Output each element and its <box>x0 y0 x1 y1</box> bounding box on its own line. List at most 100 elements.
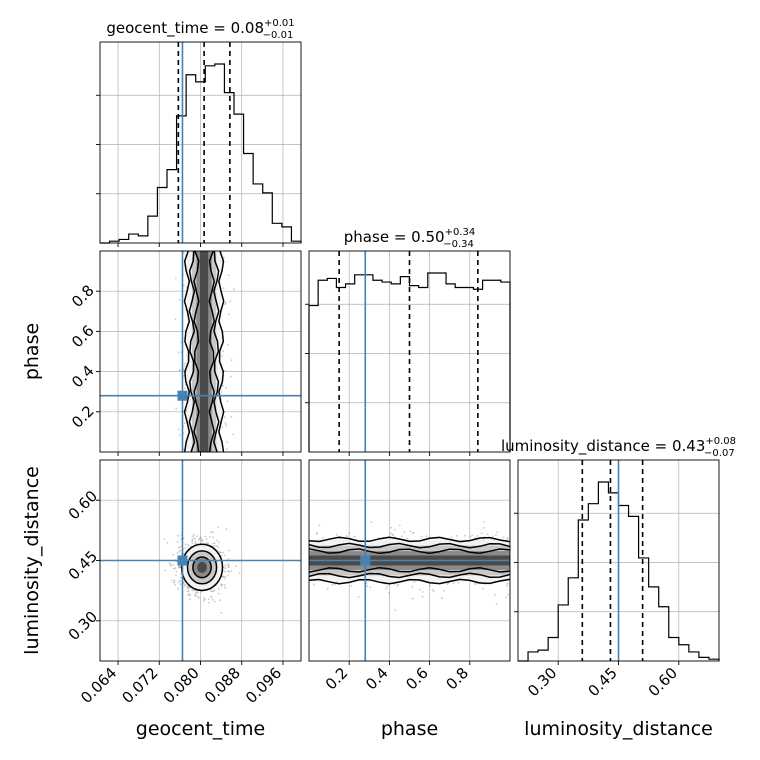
contour-line <box>309 542 510 549</box>
sample-dot <box>505 596 507 599</box>
sample-dot <box>194 541 197 543</box>
sample-dot <box>452 582 455 585</box>
y-tick-label: 0.6 <box>68 322 98 352</box>
x-tick-label: 0.30 <box>524 664 560 700</box>
sample-dot <box>221 260 223 263</box>
panel-phase-vs-luminosity-distance-frame <box>308 459 511 662</box>
contour-line <box>183 251 191 452</box>
contour-line <box>309 572 510 579</box>
sample-dot <box>471 534 473 536</box>
sample-dot <box>446 583 449 585</box>
sample-dot <box>226 400 229 403</box>
sample-dot <box>207 598 210 600</box>
sample-dot <box>182 284 185 287</box>
sample-dot <box>229 300 232 303</box>
sample-dot <box>220 551 223 554</box>
sample-dot <box>205 538 208 540</box>
sample-dot <box>464 534 466 537</box>
sample-dot <box>173 579 176 582</box>
sample-dot <box>225 448 228 451</box>
sample-dot <box>336 533 338 536</box>
sample-dot <box>188 586 190 589</box>
sample-dot <box>225 528 228 530</box>
x-tick-label: 0.072 <box>118 664 161 707</box>
sample-dot <box>506 582 509 585</box>
sample-dot <box>224 370 227 372</box>
sample-dot <box>480 532 483 535</box>
sample-dot <box>217 546 220 549</box>
sample-dot <box>494 594 496 596</box>
sample-dot <box>502 536 505 539</box>
x-tick-label: 0.60 <box>645 664 681 700</box>
sample-dot <box>425 535 428 538</box>
x-axis-label: geocent_time <box>136 718 265 740</box>
sample-dot <box>218 541 220 544</box>
sample-dot <box>233 288 235 290</box>
sample-dot <box>201 538 204 541</box>
sample-dot <box>177 534 180 537</box>
sample-dot <box>218 599 221 602</box>
x-tick-label: 0.4 <box>362 664 392 694</box>
x-tick-label: 0.080 <box>160 664 203 707</box>
sample-dot <box>221 384 224 387</box>
sample-dot <box>222 350 225 353</box>
sample-dot <box>224 575 226 578</box>
sample-dot <box>228 571 231 573</box>
sample-dot <box>208 601 211 604</box>
sample-dot <box>177 351 180 354</box>
sample-dot <box>212 590 215 593</box>
sample-dot <box>224 586 227 589</box>
sample-dot <box>366 585 369 587</box>
sample-dot <box>224 570 226 573</box>
sample-dot <box>177 428 180 431</box>
x-tick-label: 0.088 <box>201 664 244 707</box>
sample-dot <box>216 539 219 542</box>
truth-marker <box>177 555 188 566</box>
sample-dot <box>176 552 179 555</box>
y-tick-label: 0.4 <box>68 362 98 392</box>
panel-geocent-time-vs-phase <box>100 251 301 452</box>
sample-dot <box>224 564 227 567</box>
sample-dot <box>222 551 224 554</box>
sample-dot <box>385 587 388 590</box>
contour-line <box>192 556 212 579</box>
sample-dot <box>230 359 233 362</box>
sample-dot <box>180 341 183 344</box>
sample-dot <box>345 535 348 537</box>
sample-dot <box>180 576 182 579</box>
contour-line <box>188 251 196 452</box>
sample-dot <box>174 567 177 570</box>
sample-dot <box>312 583 315 586</box>
sample-dot <box>178 566 181 569</box>
sample-dot <box>223 256 225 259</box>
sample-dot <box>212 536 215 539</box>
contour-line <box>309 536 510 543</box>
sample-dot <box>224 416 226 418</box>
sample-dot <box>177 587 179 590</box>
sample-dot <box>210 590 213 593</box>
sample-dot <box>357 596 360 598</box>
contour-line <box>309 566 510 573</box>
sample-dot <box>394 609 397 612</box>
y-tick-label: 0.60 <box>65 487 101 523</box>
sample-dot <box>191 535 194 538</box>
sample-dot <box>209 595 212 598</box>
sample-dot <box>431 588 434 591</box>
y-tick-label: 0.8 <box>68 281 98 311</box>
sample-dot <box>212 531 214 534</box>
sample-dot <box>208 535 211 538</box>
sample-dot <box>175 574 177 577</box>
sample-dot <box>207 542 210 545</box>
contour-line <box>218 251 225 452</box>
sample-dot <box>183 365 186 368</box>
sample-dot <box>224 567 227 570</box>
sample-dot <box>213 589 216 591</box>
sample-dot <box>179 545 182 548</box>
sample-dot <box>420 535 423 538</box>
title-plus: +0.08 <box>705 436 736 447</box>
sample-dot <box>390 526 393 529</box>
sample-dot <box>234 565 237 568</box>
sample-dot <box>400 535 403 538</box>
sample-dot <box>191 542 194 544</box>
sample-dot <box>212 545 215 547</box>
